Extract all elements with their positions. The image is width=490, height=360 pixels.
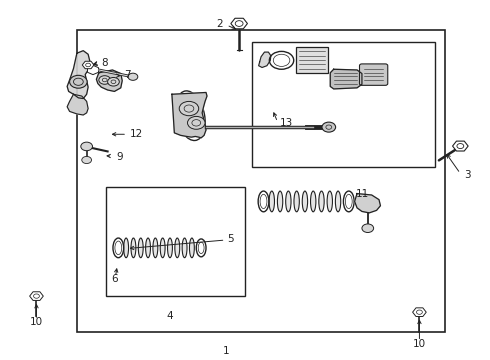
Ellipse shape	[160, 238, 165, 258]
Circle shape	[362, 224, 374, 233]
Ellipse shape	[294, 191, 299, 212]
Ellipse shape	[269, 191, 274, 212]
Ellipse shape	[190, 238, 195, 258]
Ellipse shape	[286, 191, 291, 212]
Text: 10: 10	[30, 317, 43, 327]
Text: 9: 9	[116, 152, 122, 162]
Circle shape	[82, 157, 92, 163]
Polygon shape	[172, 93, 207, 138]
Text: 6: 6	[111, 274, 118, 284]
Text: 13: 13	[280, 118, 294, 128]
Polygon shape	[97, 70, 122, 91]
Ellipse shape	[319, 191, 324, 212]
Circle shape	[179, 102, 199, 116]
Ellipse shape	[302, 191, 308, 212]
Polygon shape	[330, 69, 362, 89]
Ellipse shape	[168, 238, 172, 258]
Circle shape	[81, 142, 93, 151]
Circle shape	[128, 73, 138, 80]
Ellipse shape	[138, 238, 143, 258]
Text: 12: 12	[130, 129, 143, 139]
Ellipse shape	[327, 191, 332, 212]
Ellipse shape	[335, 191, 341, 212]
Bar	[77, 30, 445, 332]
Text: 8: 8	[101, 58, 107, 68]
Ellipse shape	[182, 238, 187, 258]
Text: 10: 10	[413, 339, 426, 348]
Text: 3: 3	[464, 170, 470, 180]
Ellipse shape	[311, 191, 316, 212]
Bar	[106, 187, 245, 296]
Circle shape	[108, 77, 119, 86]
Ellipse shape	[146, 238, 150, 258]
Ellipse shape	[175, 238, 180, 258]
Circle shape	[99, 76, 111, 84]
Polygon shape	[355, 194, 380, 213]
Circle shape	[188, 116, 205, 129]
Polygon shape	[259, 52, 271, 67]
Bar	[252, 42, 435, 167]
Text: 5: 5	[227, 234, 234, 244]
Ellipse shape	[153, 238, 158, 258]
Text: 4: 4	[166, 311, 173, 321]
Circle shape	[70, 75, 87, 88]
Ellipse shape	[131, 238, 136, 258]
Text: 2: 2	[217, 19, 223, 29]
Text: 7: 7	[124, 70, 131, 80]
Ellipse shape	[277, 191, 283, 212]
Text: 1: 1	[223, 346, 230, 356]
Ellipse shape	[123, 238, 128, 258]
Text: 11: 11	[356, 189, 369, 199]
Polygon shape	[67, 94, 88, 115]
Circle shape	[322, 122, 336, 132]
FancyBboxPatch shape	[360, 64, 388, 85]
Bar	[296, 47, 328, 73]
Polygon shape	[67, 51, 90, 99]
